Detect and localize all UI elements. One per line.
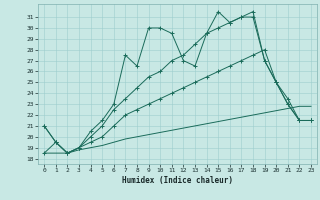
X-axis label: Humidex (Indice chaleur): Humidex (Indice chaleur)	[122, 176, 233, 185]
